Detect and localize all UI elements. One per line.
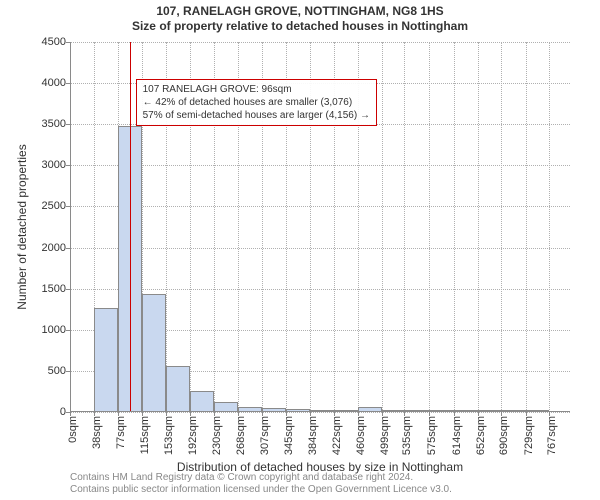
y-tick-label: 3500	[42, 118, 66, 130]
grid-line-v	[429, 42, 430, 412]
grid-line-h	[70, 412, 570, 413]
property-marker-line	[130, 42, 131, 412]
grid-line-v	[501, 42, 502, 412]
x-axis-line	[70, 411, 570, 412]
y-tick-label: 1000	[42, 324, 66, 336]
y-axis-line	[70, 42, 71, 412]
x-tick-label: 38sqm	[91, 416, 103, 449]
x-tick-label: 422sqm	[331, 416, 343, 455]
grid-line-v	[478, 42, 479, 412]
grid-line-h	[70, 165, 570, 166]
x-tick-label: 268sqm	[235, 416, 247, 455]
histogram-bar	[142, 294, 166, 412]
grid-line-v	[526, 42, 527, 412]
chart-title: 107, RANELAGH GROVE, NOTTINGHAM, NG8 1HS…	[0, 4, 600, 34]
footer-line-2: Contains public sector information licen…	[70, 484, 452, 496]
x-tick-label: 690sqm	[498, 416, 510, 455]
x-tick-label: 767sqm	[546, 416, 558, 455]
x-tick-label: 307sqm	[259, 416, 271, 455]
grid-line-v	[404, 42, 405, 412]
x-tick-label: 575sqm	[426, 416, 438, 455]
y-tick-label: 4000	[42, 77, 66, 89]
x-tick-label: 652sqm	[475, 416, 487, 455]
grid-line-h	[70, 289, 570, 290]
footer: Contains HM Land Registry data © Crown c…	[70, 472, 452, 496]
x-tick-label: 729sqm	[523, 416, 535, 455]
y-tick-label: 1500	[42, 283, 66, 295]
x-tick-label: 0sqm	[67, 416, 79, 443]
grid-line-h	[70, 42, 570, 43]
x-tick-label: 460sqm	[355, 416, 367, 455]
x-tick-label: 115sqm	[139, 416, 151, 454]
grid-line-h	[70, 248, 570, 249]
y-tick-label: 500	[48, 365, 66, 377]
histogram-bar	[166, 366, 190, 412]
x-tick-label: 192sqm	[187, 416, 199, 455]
x-tick-label: 230sqm	[211, 416, 223, 455]
histogram-bar	[94, 308, 118, 412]
y-tick-label: 0	[60, 406, 66, 418]
y-tick-label: 3000	[42, 159, 66, 171]
grid-line-v	[549, 42, 550, 412]
x-tick-label: 499sqm	[379, 416, 391, 455]
histogram-bar	[190, 391, 214, 412]
grid-line-v	[382, 42, 383, 412]
annotation-line: 57% of semi-detached houses are larger (…	[143, 109, 370, 122]
title-line-2: Size of property relative to detached ho…	[0, 19, 600, 34]
y-tick-label: 2500	[42, 200, 66, 212]
x-tick-label: 345sqm	[283, 416, 295, 455]
y-tick-label: 4500	[42, 36, 66, 48]
annotation-box: 107 RANELAGH GROVE: 96sqm← 42% of detach…	[136, 79, 377, 126]
x-tick-label: 535sqm	[401, 416, 413, 455]
annotation-line: ← 42% of detached houses are smaller (3,…	[143, 96, 370, 109]
x-tick-label: 614sqm	[451, 416, 463, 455]
grid-line-v	[454, 42, 455, 412]
y-tick-label: 2000	[42, 242, 66, 254]
x-tick-label: 77sqm	[115, 416, 127, 449]
footer-line-1: Contains HM Land Registry data © Crown c…	[70, 472, 452, 484]
plot-area: 0500100015002000250030003500400045000sqm…	[70, 42, 570, 412]
grid-line-h	[70, 206, 570, 207]
x-tick-label: 384sqm	[307, 416, 319, 455]
x-tick-label: 153sqm	[163, 416, 175, 455]
annotation-line: 107 RANELAGH GROVE: 96sqm	[143, 83, 370, 96]
y-axis-title: Number of detached properties	[15, 127, 29, 327]
title-line-1: 107, RANELAGH GROVE, NOTTINGHAM, NG8 1HS	[0, 4, 600, 19]
